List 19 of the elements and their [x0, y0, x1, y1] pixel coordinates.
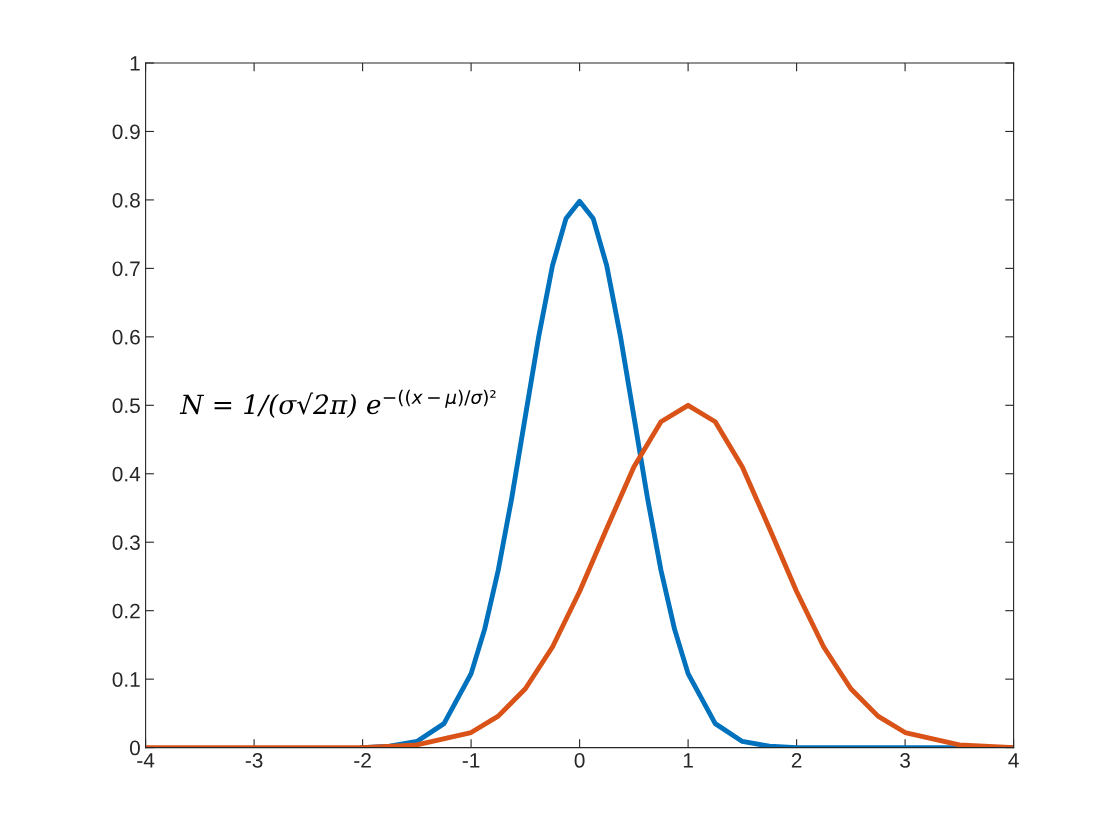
y-tick-label: 0.9 — [112, 124, 140, 140]
y-tick-label: 0.5 — [112, 398, 140, 414]
y-tick-label: 0.4 — [112, 466, 141, 482]
x-tick-label: 2 — [791, 753, 802, 768]
y-tick-label: 0.6 — [112, 329, 140, 345]
y-tick-label: 0.1 — [112, 672, 140, 687]
y-tick-label: 0.2 — [112, 603, 140, 619]
x-tick-label: -3 — [245, 753, 263, 768]
x-tick-label: -2 — [354, 753, 371, 768]
x-tick-label: 1 — [683, 753, 693, 768]
x-tick-label: -1 — [462, 753, 480, 768]
annotation: N = 1/(σ√2π) e$^{−((x−μ)/σ)²}$ — [179, 389, 496, 419]
y-tick-label: 1 — [130, 56, 140, 71]
x-tick-label: 0 — [574, 753, 585, 768]
x-tick-label: 4 — [1008, 753, 1019, 768]
x-tick-label: 3 — [900, 753, 910, 768]
y-tick-label: 0.8 — [112, 192, 140, 208]
y-tick-label: 0.3 — [112, 535, 140, 550]
y-tick-label: 0.7 — [112, 261, 140, 277]
